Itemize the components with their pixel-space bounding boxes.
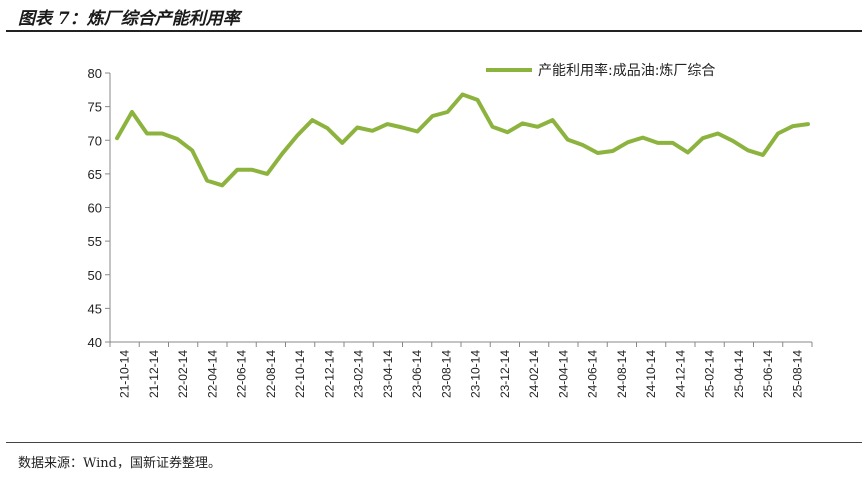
x-tick-label: 23-10-14 [469,350,483,398]
x-axis: 21-10-14 21-12-14 22-02-14 22-04-14 22-06-14… [109,341,813,398]
x-tick-label: 24-06-14 [586,350,600,398]
x-tick-label: 24-02-14 [527,350,541,398]
x-tick-label: 22-04-14 [205,350,219,398]
x-tick-label: 21-12-14 [147,350,161,398]
legend-label: 产能利用率:成品油:炼厂综合 [538,62,715,79]
x-tick-label: 24-04-14 [556,350,570,398]
x-tick-label: 25-08-14 [790,350,804,398]
y-tick-label: 60 [88,201,102,216]
series-line-0 [115,92,810,188]
x-tick-label: 24-08-14 [615,350,629,398]
x-tick-label: 21-10-14 [118,350,132,398]
y-tick-label: 70 [88,133,102,148]
y-tick-label: 75 [88,100,102,115]
x-tick-label: 23-06-14 [410,350,424,398]
y-axis: 40 45 50 55 60 65 70 75 80 [88,66,111,350]
x-tick-label: 22-10-14 [293,350,307,398]
x-tick-label: 23-04-14 [381,350,395,398]
x-tick-label: 25-02-14 [703,350,717,398]
bottom-rule [6,442,862,443]
legend: 产能利用率:成品油:炼厂综合 [486,62,715,79]
y-tick-label: 65 [88,167,102,182]
x-tick-label: 24-10-14 [644,350,658,398]
figure-title: 图表 7：炼厂综合产能利用率 [18,9,240,29]
x-tick-label: 22-02-14 [176,350,190,398]
y-tick-label: 80 [88,66,102,81]
x-tick-label: 22-12-14 [322,350,336,398]
data-source-note: 数据来源：Wind，国新证券整理。 [18,456,221,471]
x-tick-label: 25-06-14 [761,350,775,398]
x-tick-label: 22-08-14 [264,350,278,398]
x-tick-label: 25-04-14 [732,350,746,398]
x-tick-label: 23-08-14 [439,350,453,398]
x-tick-label: 22-06-14 [235,350,249,398]
y-tick-label: 50 [88,268,102,283]
line-chart: 40 45 50 55 60 65 70 75 80 21-10-14 21-12-14 22-02… [88,62,813,398]
y-tick-label: 40 [88,335,102,350]
x-tick-label: 24-12-14 [673,350,687,398]
top-rule [6,30,862,32]
y-tick-label: 45 [88,301,102,316]
x-tick-label: 23-12-14 [498,350,512,398]
x-tick-label: 23-02-14 [352,350,366,398]
series-layer [115,92,810,188]
y-tick-label: 55 [88,234,102,249]
